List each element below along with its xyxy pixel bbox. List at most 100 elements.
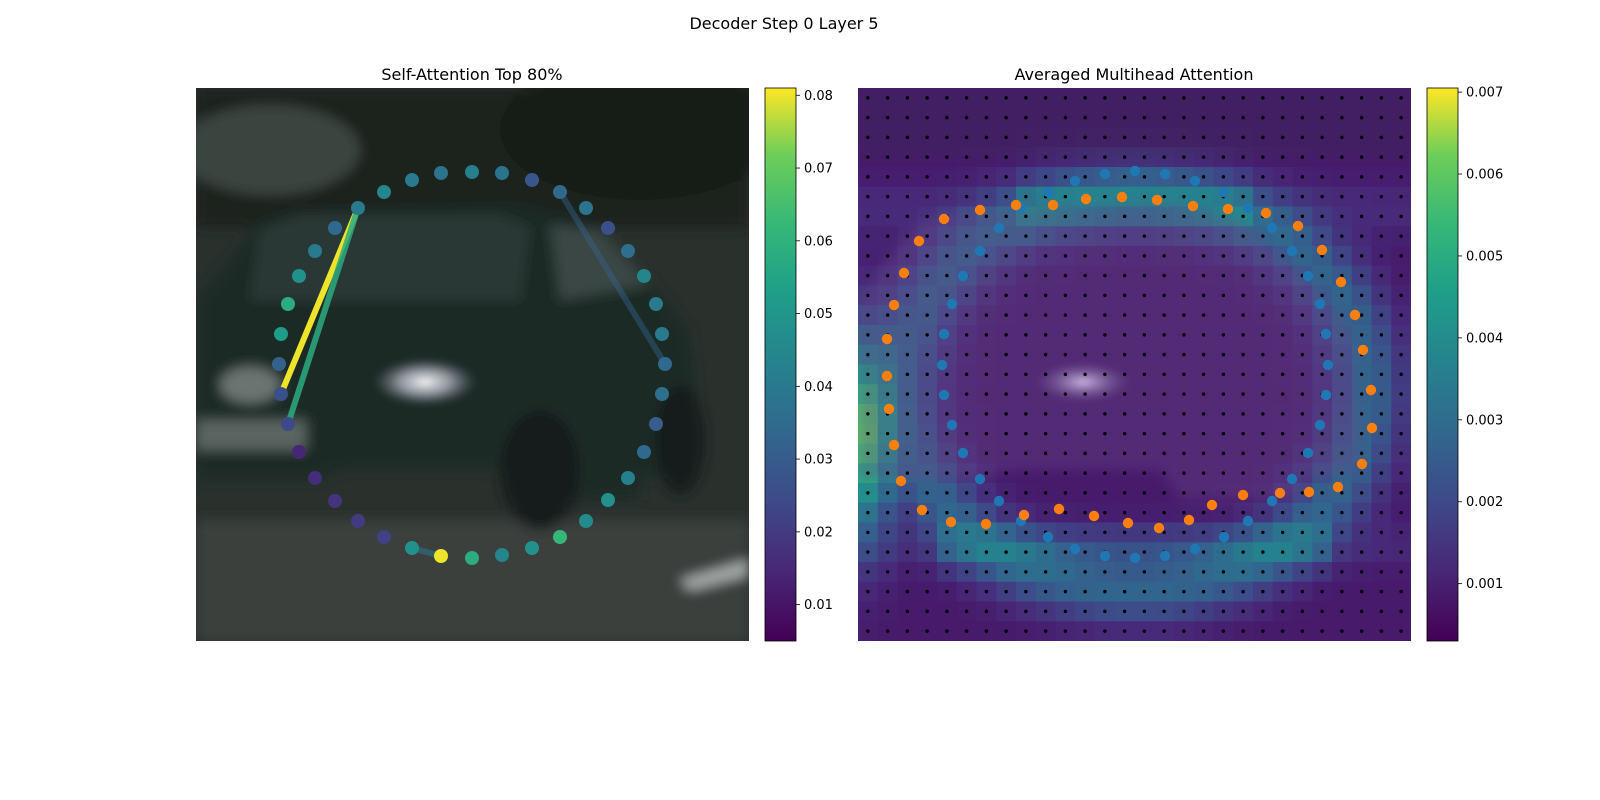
grid-dot xyxy=(866,352,870,357)
grid-dot xyxy=(1024,333,1028,337)
grid-dot xyxy=(885,135,890,140)
query-point xyxy=(434,549,448,563)
grid-dot xyxy=(1379,333,1384,337)
grid-dot xyxy=(964,412,969,416)
grid-dot xyxy=(964,115,969,120)
query-point xyxy=(377,185,391,199)
grid-dot xyxy=(1024,530,1028,535)
query-point xyxy=(649,297,663,311)
grid-dot xyxy=(1201,135,1206,140)
grid-dot xyxy=(1280,175,1285,179)
grid-dot xyxy=(866,471,870,475)
sampling-offset-point xyxy=(1047,199,1059,211)
right-colorbar: 0.001 0.002 0.003 0.004 0.005 0.006 0.007 xyxy=(1426,86,1503,642)
grid-dot xyxy=(1122,352,1127,357)
reference-point xyxy=(1302,270,1314,282)
grid-dot xyxy=(1043,431,1048,436)
grid-dot xyxy=(1201,155,1206,159)
grid-dot xyxy=(1320,550,1324,554)
grid-dot xyxy=(1103,431,1107,436)
grid-dot xyxy=(984,629,989,633)
grid-dot xyxy=(1103,589,1107,594)
grid-dot xyxy=(1300,589,1305,594)
grid-dot xyxy=(1004,175,1008,179)
grid-dot xyxy=(1359,530,1364,535)
grid-dot xyxy=(1399,570,1403,574)
grid-dot xyxy=(945,293,949,298)
grid-dot xyxy=(1399,530,1403,535)
grid-dot xyxy=(1261,155,1265,159)
grid-dot xyxy=(1142,333,1147,337)
grid-dot xyxy=(1083,629,1087,633)
grid-dot xyxy=(1399,491,1403,495)
grid-dot xyxy=(1142,431,1147,436)
grid-dot xyxy=(1379,629,1384,633)
grid-dot xyxy=(885,254,890,258)
grid-dot xyxy=(1261,530,1265,535)
grid-dot xyxy=(1142,234,1147,238)
query-point xyxy=(579,201,593,215)
grid-dot xyxy=(1063,214,1068,219)
reference-point xyxy=(1322,359,1334,371)
grid-dot xyxy=(1024,214,1028,219)
query-point xyxy=(649,417,663,431)
grid-dot xyxy=(885,629,890,633)
grid-dot xyxy=(1261,629,1265,633)
grid-dot xyxy=(1083,392,1087,396)
grid-dot xyxy=(1280,609,1285,614)
grid-dot xyxy=(1340,214,1344,219)
grid-dot xyxy=(1320,431,1324,436)
grid-dot xyxy=(1182,333,1186,337)
query-point xyxy=(465,551,479,565)
grid-dot xyxy=(945,629,949,633)
grid-dot xyxy=(1083,234,1087,238)
grid-dot xyxy=(1083,372,1087,377)
grid-dot xyxy=(905,254,910,258)
grid-dot xyxy=(866,412,870,416)
grid-dot xyxy=(1182,372,1186,377)
grid-dot xyxy=(1221,570,1226,574)
grid-dot xyxy=(1320,155,1324,159)
grid-dot xyxy=(1300,175,1305,179)
grid-dot xyxy=(1379,313,1384,317)
grid-dot xyxy=(1399,372,1403,377)
grid-dot xyxy=(1340,333,1344,337)
grid-dot xyxy=(964,589,969,594)
grid-dot xyxy=(1359,629,1364,633)
reference-point xyxy=(1286,473,1298,485)
grid-dot xyxy=(885,214,890,219)
grid-dot xyxy=(984,135,989,140)
sampling-offset-point xyxy=(1365,384,1377,396)
reference-point xyxy=(957,447,969,459)
grid-dot xyxy=(1142,293,1147,298)
grid-dot xyxy=(1241,96,1245,100)
grid-dot xyxy=(885,194,890,199)
grid-dot xyxy=(964,194,969,199)
grid-dot xyxy=(1379,589,1384,594)
grid-dot xyxy=(1399,96,1403,100)
grid-dot xyxy=(885,115,890,120)
query-point xyxy=(308,244,322,258)
grid-dot xyxy=(1122,273,1127,278)
grid-dot xyxy=(1142,254,1147,258)
grid-dot xyxy=(1043,491,1048,495)
grid-dot xyxy=(1024,589,1028,594)
grid-dot xyxy=(1063,530,1068,535)
query-point xyxy=(601,221,615,235)
grid-dot xyxy=(1162,412,1166,416)
grid-dot xyxy=(984,550,989,554)
grid-dot xyxy=(1261,451,1265,456)
grid-dot xyxy=(1280,530,1285,535)
reference-point xyxy=(1129,165,1141,177)
grid-dot xyxy=(1024,234,1028,238)
colorbar-tick-label: 0.001 xyxy=(1466,577,1503,592)
grid-dot xyxy=(1162,510,1166,515)
grid-dot xyxy=(1063,372,1068,377)
grid-dot xyxy=(1261,609,1265,614)
query-point xyxy=(377,530,391,544)
grid-dot xyxy=(1300,135,1305,140)
reference-point xyxy=(1042,186,1054,198)
grid-dot xyxy=(1340,570,1344,574)
reference-point xyxy=(1286,245,1298,257)
grid-dot xyxy=(885,491,890,495)
